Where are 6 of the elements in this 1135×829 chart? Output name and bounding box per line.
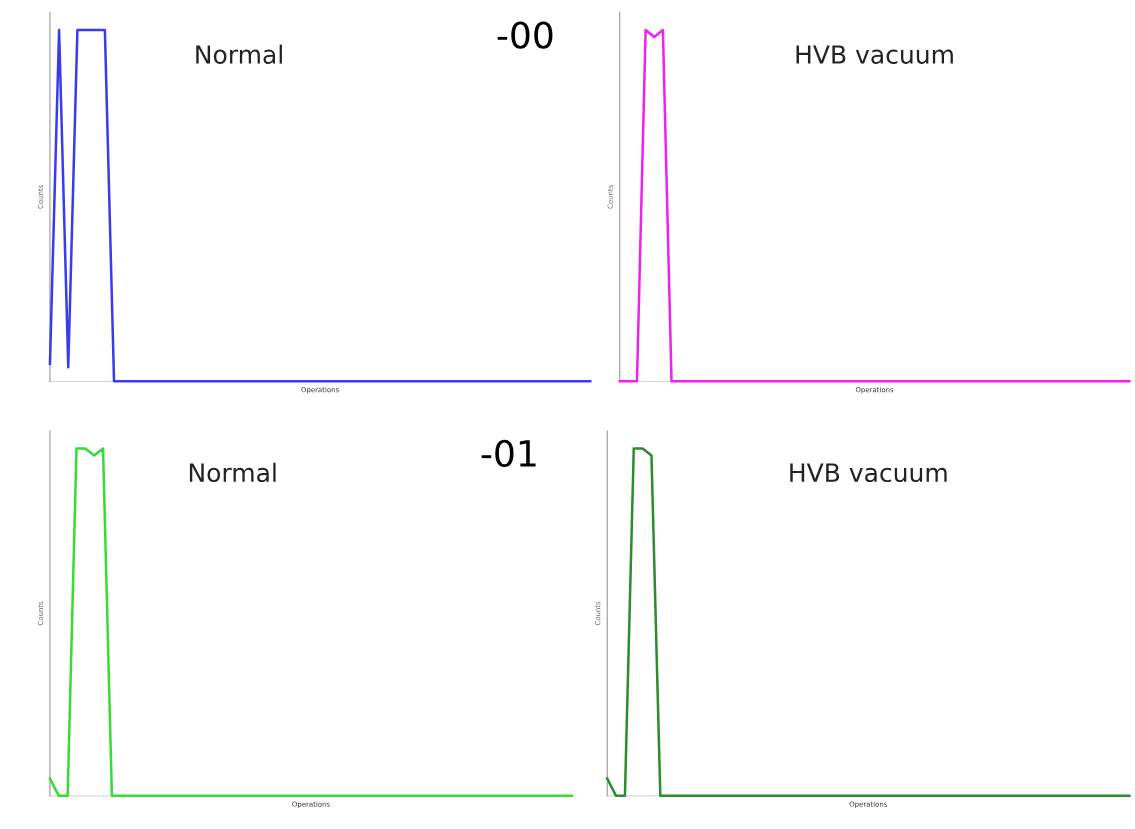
annotation: -00 (497, 21, 553, 49)
chart-title: Normal (196, 44, 282, 64)
chart-title: Normal (189, 462, 276, 483)
chart-title: HVB vacuum (796, 45, 953, 64)
annotation: -01 (481, 439, 536, 468)
chart-title: HVB vacuum (790, 463, 947, 483)
